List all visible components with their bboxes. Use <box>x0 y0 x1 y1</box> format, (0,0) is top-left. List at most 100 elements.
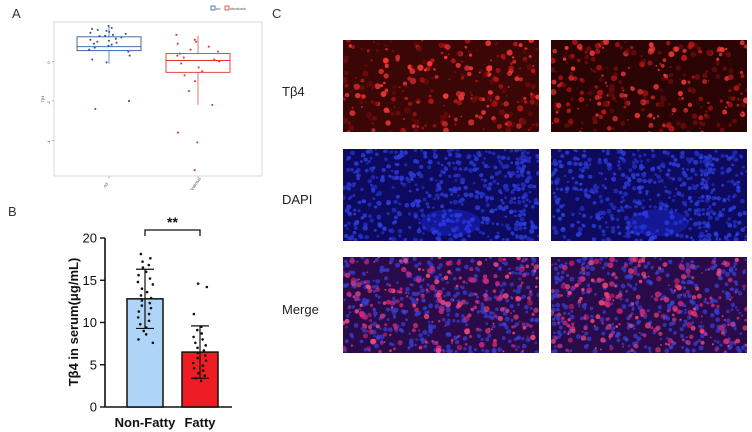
signal-spot <box>456 344 463 351</box>
nucleus <box>489 196 494 201</box>
signal-spot <box>380 91 387 97</box>
nucleus <box>479 173 484 178</box>
signal-spot <box>440 299 446 306</box>
nucleus <box>501 322 506 327</box>
signal-spot <box>438 308 444 315</box>
nucleus <box>407 346 411 349</box>
nucleus <box>508 173 513 178</box>
signal-spot <box>675 65 681 71</box>
nucleus <box>712 211 717 216</box>
signal-spot <box>648 113 653 118</box>
nucleus <box>628 206 632 209</box>
nucleus <box>579 188 583 192</box>
nucleus <box>377 301 381 305</box>
nucleus <box>707 215 713 220</box>
nucleus <box>629 284 633 288</box>
signal-spot <box>444 324 447 327</box>
nucleus <box>368 149 373 151</box>
nucleus <box>687 196 692 201</box>
nucleus <box>470 258 475 264</box>
signal-spot <box>464 89 467 91</box>
signal-spot <box>505 94 508 97</box>
signal-spot <box>502 292 509 299</box>
signal-spot <box>412 303 417 308</box>
nucleus <box>597 210 604 216</box>
nucleus <box>371 285 376 289</box>
signal-spot <box>403 118 405 120</box>
signal-spot <box>634 112 641 119</box>
signal-spot <box>385 48 388 51</box>
nucleus <box>682 217 687 221</box>
nucleus <box>419 285 423 289</box>
nucleus <box>740 345 746 350</box>
signal-spot <box>343 76 348 83</box>
signal-spot <box>730 296 733 299</box>
signal-spot <box>404 84 408 88</box>
nucleus <box>440 163 444 167</box>
signal-spot <box>557 343 562 349</box>
signal-spot <box>568 303 575 310</box>
nucleus <box>564 186 570 191</box>
nucleus <box>694 172 698 177</box>
signal-spot <box>418 329 421 332</box>
signal-spot <box>467 71 472 77</box>
signal-spot <box>598 299 605 306</box>
nucleus <box>400 329 405 334</box>
nucleus <box>376 152 379 156</box>
nucleus <box>676 191 682 196</box>
nucleus <box>698 324 703 329</box>
signal-spot <box>681 54 688 61</box>
signal-spot <box>470 94 473 97</box>
signal-spot <box>742 325 747 331</box>
nucleus <box>593 292 597 296</box>
signal-spot <box>457 301 463 308</box>
signal-spot <box>725 51 732 58</box>
nucleus <box>665 172 670 177</box>
nucleus <box>571 176 575 180</box>
signal-spot <box>506 49 513 56</box>
nucleus <box>531 238 535 241</box>
signal-spot <box>670 128 673 130</box>
nucleus <box>369 218 374 223</box>
signal-spot <box>474 299 479 304</box>
signal-spot <box>352 295 356 299</box>
nucleus <box>589 306 594 311</box>
nucleus <box>499 191 503 195</box>
signal-spot <box>462 280 466 284</box>
nucleus <box>557 149 562 153</box>
nucleus <box>683 173 688 178</box>
nucleus <box>515 234 519 238</box>
nucleus <box>353 323 359 328</box>
signal-spot <box>620 71 626 77</box>
nucleus <box>632 286 637 291</box>
nucleus <box>685 262 690 267</box>
nucleus <box>608 337 612 341</box>
signal-spot <box>584 60 589 65</box>
nucleus <box>391 207 397 213</box>
nucleus <box>531 318 535 321</box>
signal-spot <box>527 299 533 306</box>
nucleus <box>712 202 717 206</box>
nucleus <box>368 214 372 219</box>
data-point <box>194 80 197 83</box>
nucleus <box>426 217 431 222</box>
data-point <box>205 285 209 289</box>
data-point <box>142 329 146 333</box>
nucleus <box>707 221 710 224</box>
nucleus <box>491 324 496 329</box>
nucleus <box>586 336 592 342</box>
signal-spot <box>483 70 489 76</box>
nucleus <box>413 149 418 153</box>
signal-spot <box>485 258 488 261</box>
nucleus <box>474 194 479 198</box>
nucleus <box>410 283 414 287</box>
nucleus <box>500 155 506 160</box>
signal-spot <box>606 316 611 321</box>
nucleus <box>711 157 716 161</box>
signal-spot <box>533 269 537 273</box>
nucleus <box>398 328 402 332</box>
nucleus <box>469 217 475 222</box>
nucleus <box>743 238 747 241</box>
nucleus <box>663 206 668 211</box>
nucleus <box>385 267 390 273</box>
